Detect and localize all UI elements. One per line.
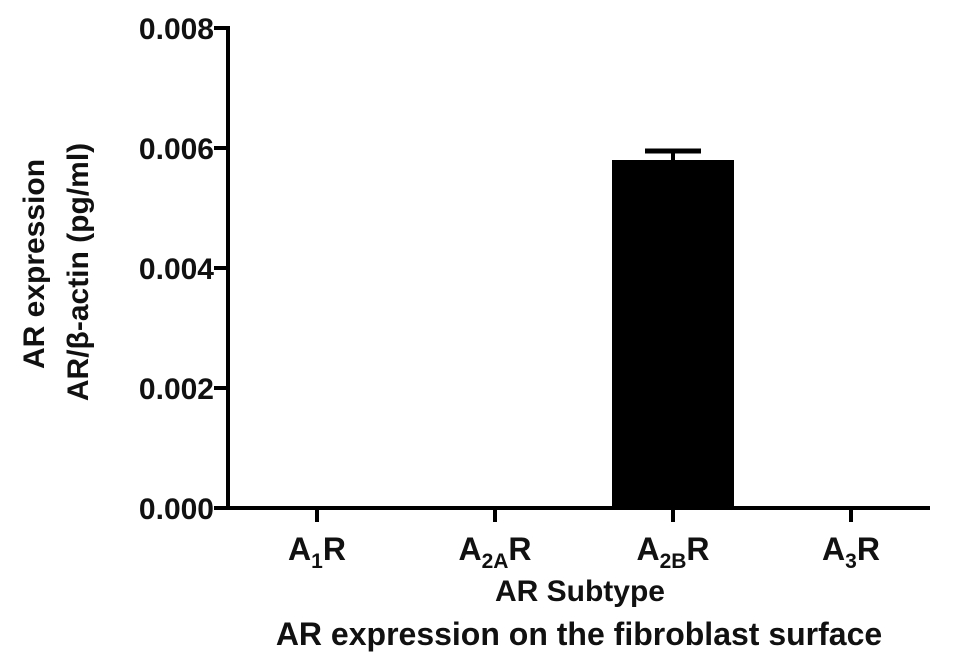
y-axis-label-line1: AR expression [18, 159, 51, 369]
x-tick-suffix: R [323, 531, 346, 567]
x-tick-suffix: R [508, 531, 531, 567]
x-tick-main: A [636, 531, 659, 567]
x-tick-label: A2AR [458, 531, 531, 573]
x-axis: A1R A2AR A2BR A3R [288, 508, 880, 573]
y-tick-label: 0.000 [139, 493, 214, 526]
x-tick-main: A [458, 531, 481, 567]
bars-group [612, 148, 734, 508]
y-tick-label: 0.008 [139, 13, 214, 46]
x-tick-subscript: 3 [845, 550, 857, 573]
y-axis-title: AR expression AR/β-actin (pg/ml) [18, 143, 95, 401]
x-tick-suffix: R [686, 531, 709, 567]
x-tick-main: A [822, 531, 845, 567]
x-tick-subscript: 1 [311, 550, 323, 573]
bar [612, 160, 734, 508]
x-tick-label: A2BR [636, 531, 709, 573]
x-tick-subscript: 2A [482, 550, 509, 573]
y-axis: 0.000 0.002 0.004 0.006 0.008 [139, 13, 228, 526]
x-axis-label: AR Subtype [495, 575, 665, 608]
x-tick-suffix: R [857, 531, 880, 567]
x-tick-subscript: 2B [660, 550, 687, 573]
y-tick-label: 0.006 [139, 133, 214, 166]
y-axis-label-line2: AR/β-actin (pg/ml) [62, 143, 95, 401]
x-tick-label: A3R [822, 531, 880, 573]
x-tick-label: A1R [288, 531, 346, 573]
y-tick-label: 0.004 [139, 253, 214, 286]
y-tick-label: 0.002 [139, 373, 214, 406]
x-tick-main: A [288, 531, 311, 567]
chart-caption: AR expression on the fibroblast surface [276, 616, 882, 652]
